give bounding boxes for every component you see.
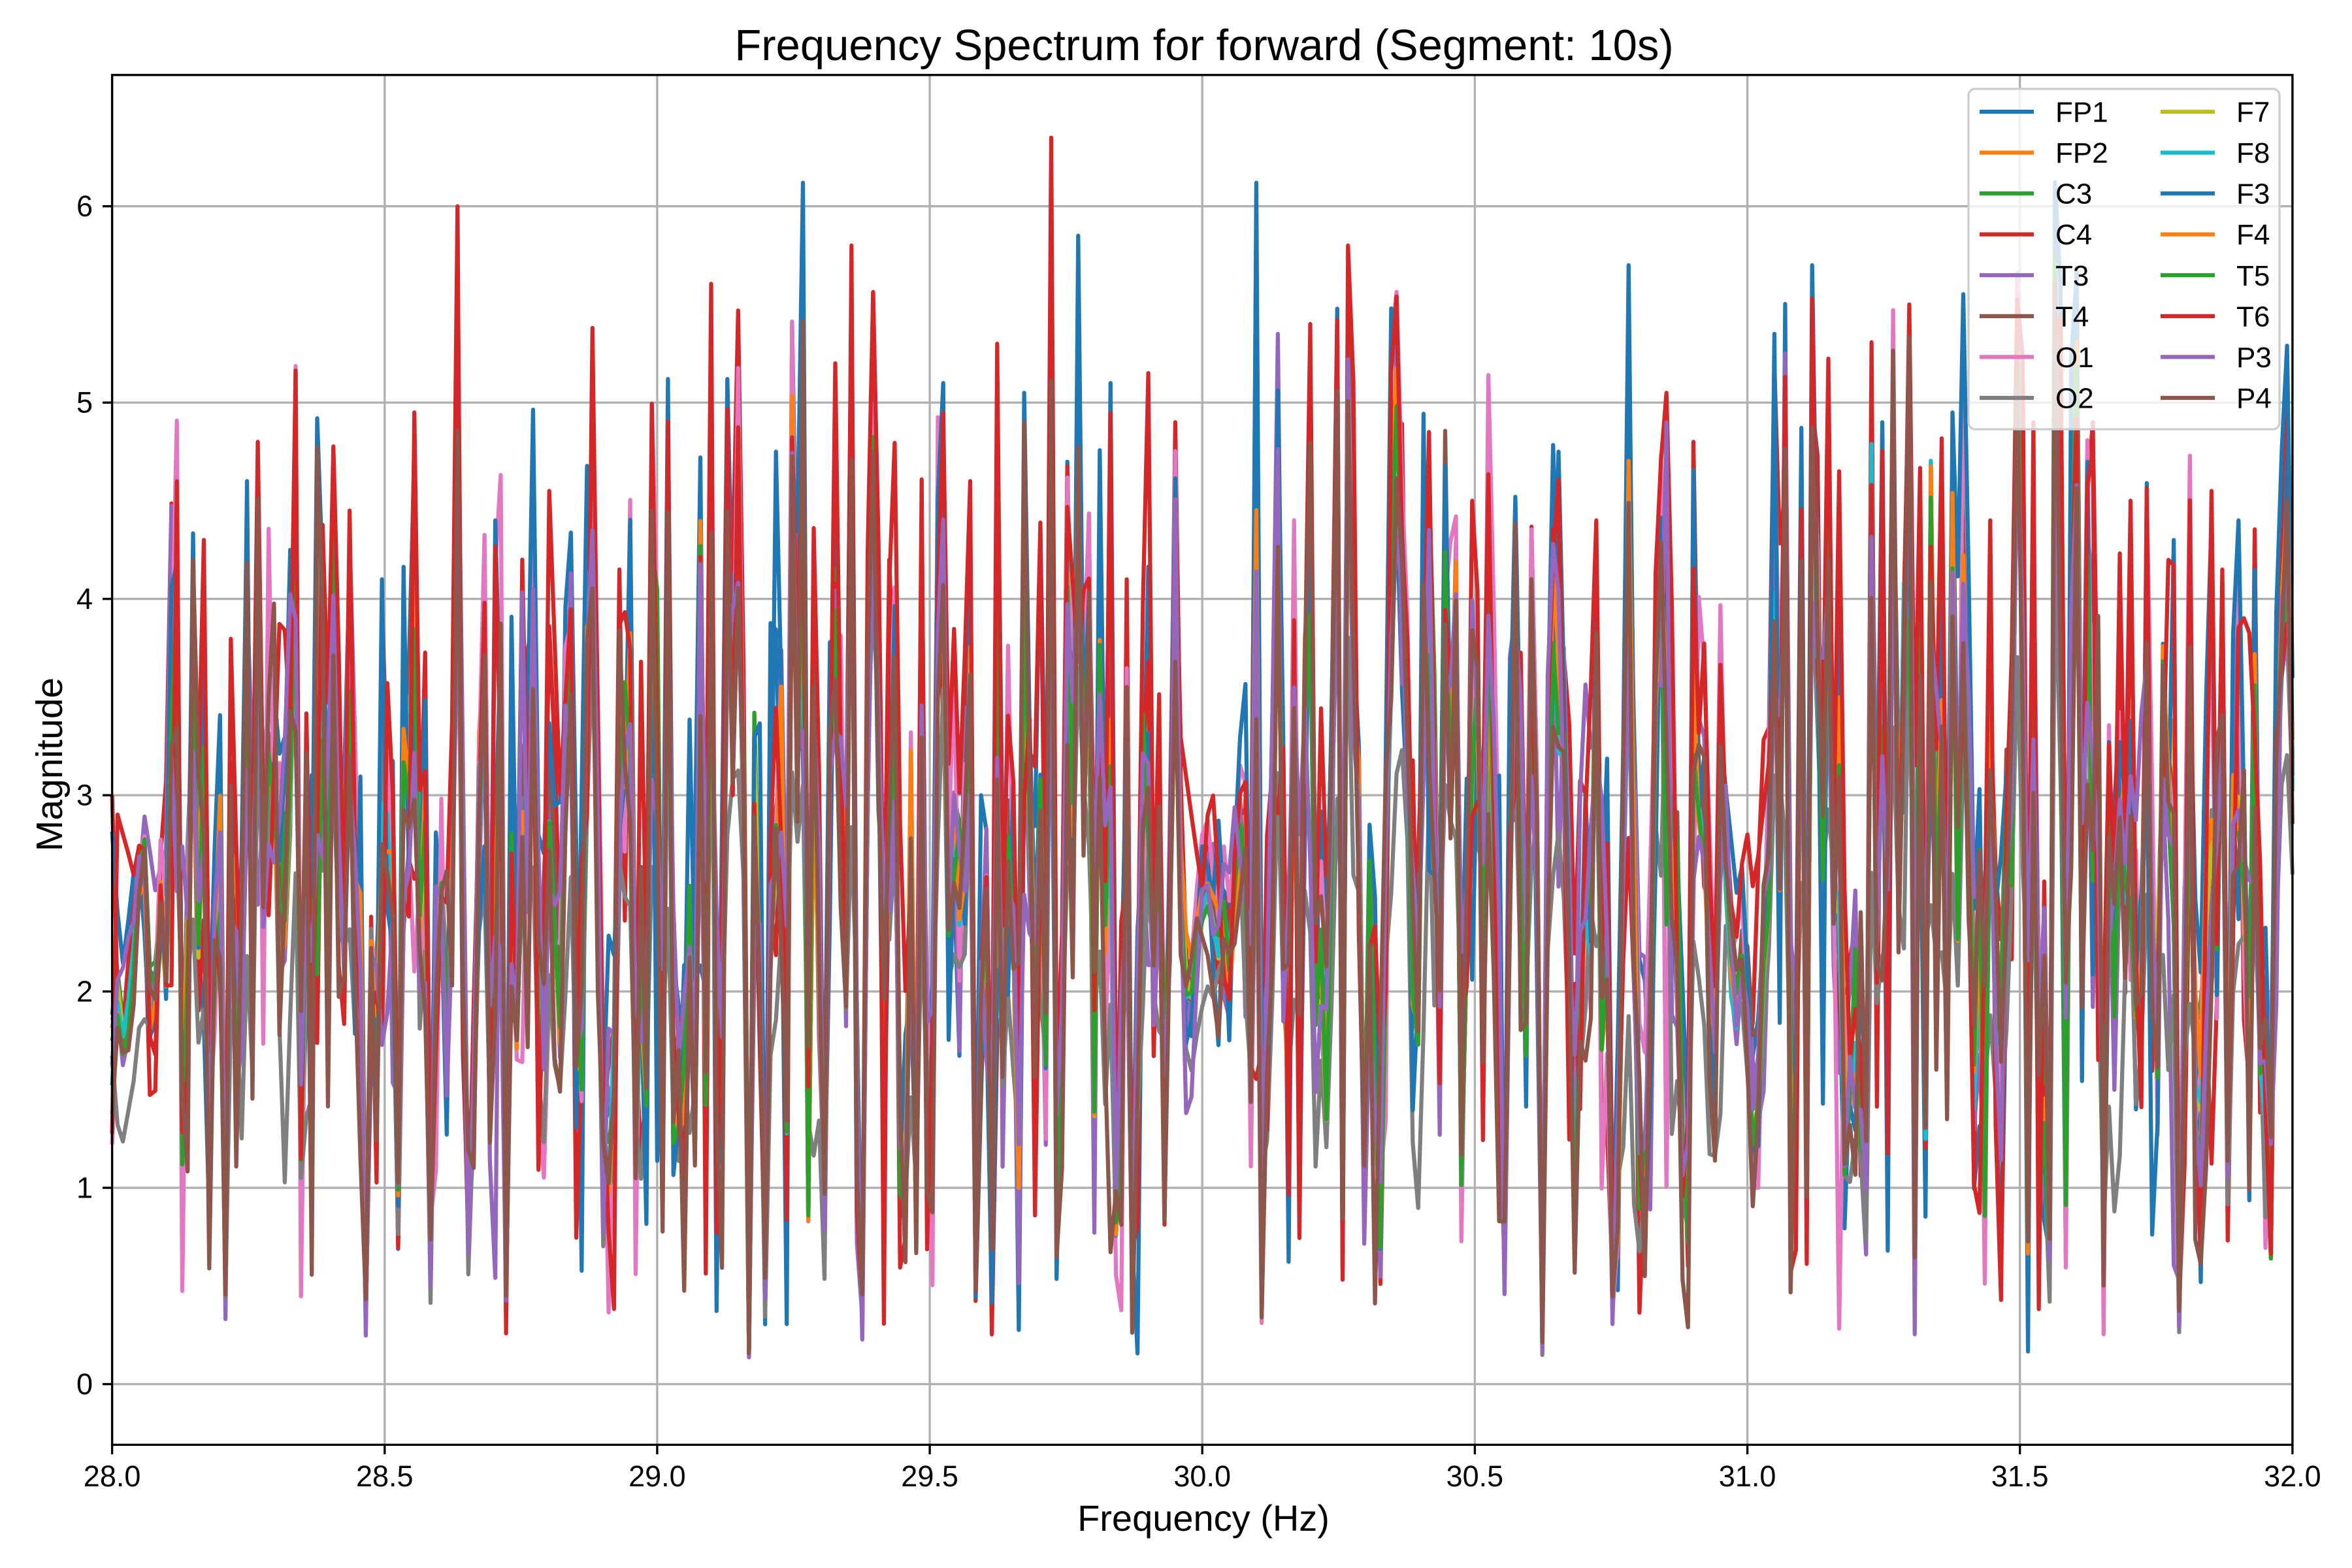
svg-text:29.0: 29.0	[629, 1460, 686, 1493]
svg-text:31.0: 31.0	[1719, 1460, 1776, 1493]
svg-text:P3: P3	[2236, 342, 2272, 374]
svg-text:1: 1	[76, 1171, 93, 1205]
svg-text:2: 2	[76, 975, 93, 1008]
svg-text:5: 5	[76, 386, 93, 419]
svg-text:FP2: FP2	[2055, 137, 2108, 169]
svg-text:30.0: 30.0	[1173, 1460, 1231, 1493]
svg-text:Frequency (Hz): Frequency (Hz)	[1077, 1497, 1330, 1539]
svg-text:C3: C3	[2055, 178, 2092, 210]
svg-text:O2: O2	[2055, 383, 2094, 415]
svg-text:32.0: 32.0	[2264, 1460, 2321, 1493]
svg-text:3: 3	[76, 779, 93, 812]
svg-text:0: 0	[76, 1367, 93, 1401]
svg-text:F8: F8	[2236, 137, 2270, 169]
svg-text:30.5: 30.5	[1446, 1460, 1504, 1493]
svg-text:F4: F4	[2236, 219, 2270, 251]
svg-text:6: 6	[76, 189, 93, 223]
svg-text:29.5: 29.5	[901, 1460, 958, 1493]
svg-text:Frequency Spectrum for forward: Frequency Spectrum for forward (Segment:…	[734, 21, 1673, 70]
svg-text:FP1: FP1	[2055, 97, 2108, 129]
svg-text:28.0: 28.0	[84, 1460, 141, 1493]
svg-text:T3: T3	[2055, 260, 2089, 292]
svg-text:31.5: 31.5	[1991, 1460, 2049, 1493]
svg-text:F7: F7	[2236, 97, 2270, 129]
svg-text:Magnitude: Magnitude	[29, 678, 71, 851]
svg-text:28.5: 28.5	[356, 1460, 414, 1493]
svg-text:O1: O1	[2055, 342, 2094, 374]
svg-text:T6: T6	[2236, 301, 2270, 333]
svg-text:P4: P4	[2236, 383, 2272, 415]
svg-text:T5: T5	[2236, 260, 2270, 292]
svg-text:4: 4	[76, 582, 93, 615]
svg-text:C4: C4	[2055, 219, 2092, 251]
svg-text:T4: T4	[2055, 301, 2089, 333]
svg-text:F3: F3	[2236, 178, 2270, 210]
